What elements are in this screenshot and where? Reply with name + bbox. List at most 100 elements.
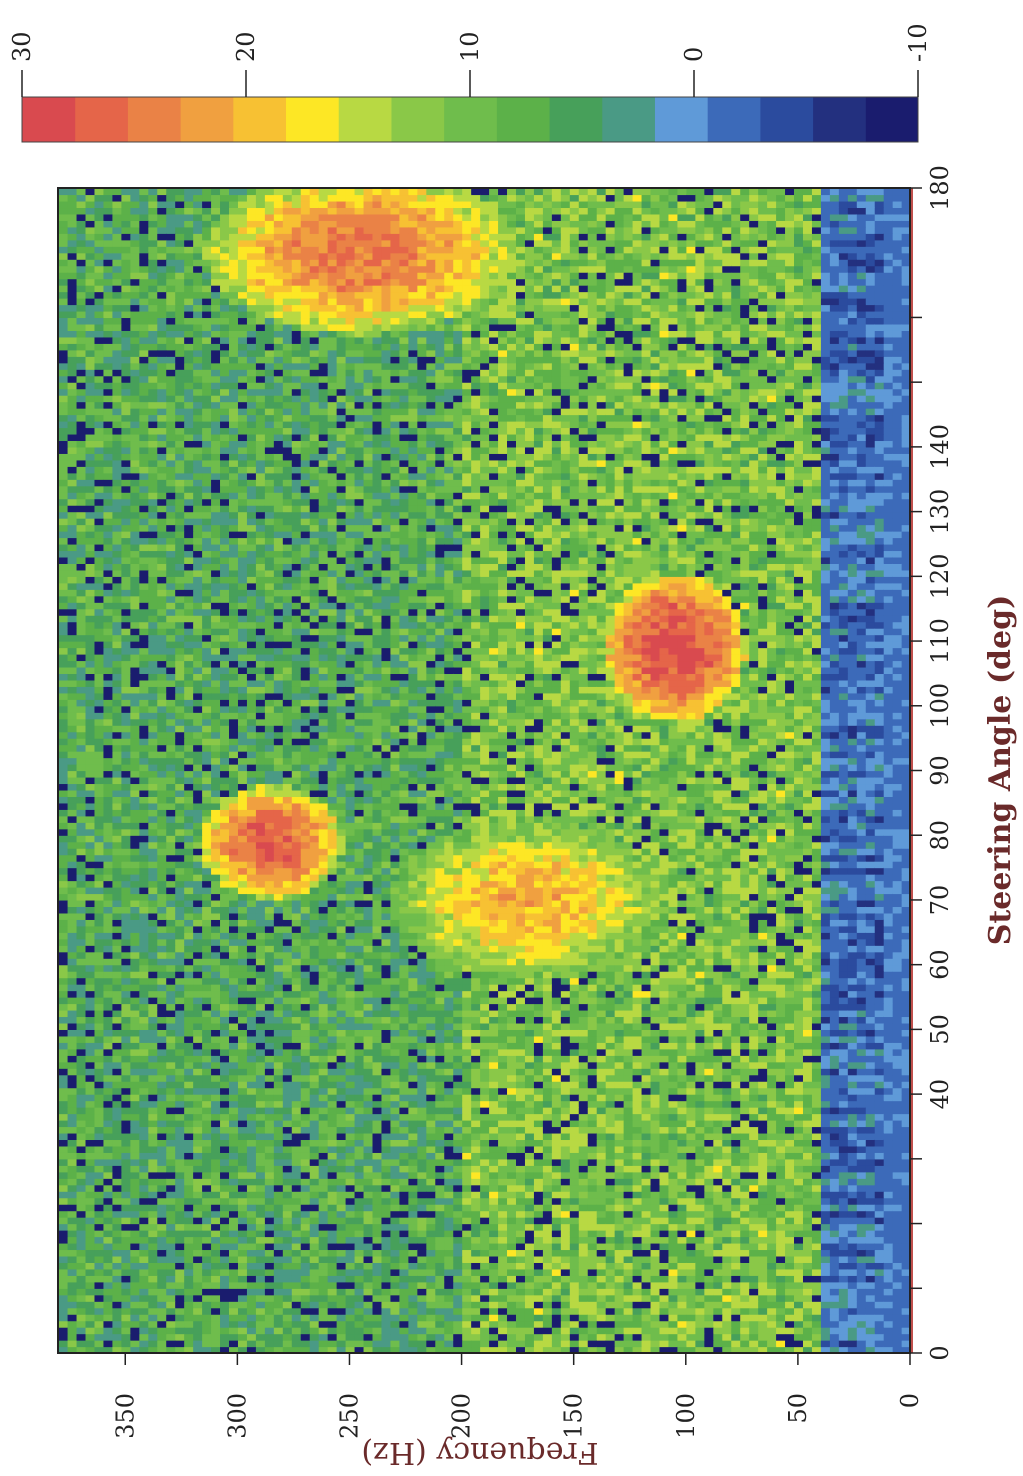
heatmap-cell [901,427,911,435]
heatmap-cell [784,705,795,713]
heatmap-cell [730,835,741,843]
heatmap-cell [802,414,812,422]
heatmap-cell [829,725,839,733]
heatmap-cell [811,951,821,959]
heatmap-cell [775,725,786,733]
heatmap-cell [703,563,714,571]
heatmap-cell [811,990,821,998]
heatmap-cell [766,226,777,234]
heatmap-cell [802,1171,812,1179]
heatmap-cell [676,1061,687,1069]
heatmap-cell [730,764,741,772]
heatmap-cell [820,1113,830,1121]
heatmap-cell [676,1055,687,1063]
heatmap-cell [748,1340,759,1348]
heatmap-cell [667,679,678,687]
heatmap-cell [820,770,830,778]
heatmap-cell [667,1100,678,1108]
heatmap-cell [784,1301,795,1309]
heatmap-cell [811,1061,821,1069]
heatmap-cell [829,1113,839,1121]
heatmap-cell [712,563,723,571]
heatmap-cell [901,550,911,558]
heatmap-cell [883,200,893,209]
heatmap-cell [676,1145,687,1153]
heatmap-cell [694,246,705,254]
heatmap-cell [748,776,759,785]
heatmap-cell [856,1236,866,1244]
heatmap-cell [793,912,803,920]
heatmap-cell [694,1262,705,1270]
heatmap-cell [865,867,875,875]
heatmap-cell [865,278,875,286]
heatmap-cell [865,654,875,662]
heatmap-cell [856,492,866,500]
heatmap-cell [892,1333,902,1341]
heatmap-cell [703,1204,714,1212]
heatmap-cell [847,1003,857,1011]
heatmap-cell [856,556,866,564]
heatmap-cell [730,1081,741,1089]
heatmap-cell [784,233,795,241]
heatmap-cell [667,466,678,474]
heatmap-cell [883,1327,893,1335]
heatmap-cell [847,485,857,493]
heatmap-cell [775,602,786,610]
heatmap-cell [865,524,875,532]
heatmap-cell [847,1139,857,1147]
heatmap-cell [730,395,741,403]
heatmap-cell [757,1016,768,1024]
heatmap-cell [739,492,750,500]
heatmap-cell [685,362,696,370]
heatmap-cell [829,505,839,513]
heatmap-cell [721,725,732,733]
heatmap-cell [883,433,893,442]
heatmap-cell [847,1126,857,1134]
heatmap-cell [892,1275,902,1283]
heatmap-cell [874,641,884,649]
heatmap-cell [712,505,723,513]
heatmap-cell [784,220,795,228]
heatmap-cell [847,1042,857,1050]
heatmap-cell [892,1255,902,1263]
heatmap-cell [793,1068,803,1076]
heatmap-cell [892,647,902,655]
heatmap-cell [784,1048,795,1056]
heatmap-cell [775,893,786,901]
heatmap-cell [766,336,777,344]
heatmap-cell [820,194,830,202]
heatmap-cell [721,874,732,882]
heatmap-cell [838,453,848,461]
heatmap-cell [838,272,848,280]
heatmap-cell [829,893,839,901]
heatmap-cell [856,1204,866,1212]
heatmap-cell [667,472,678,480]
heatmap-cell [874,479,884,487]
heatmap-cell [694,1068,705,1076]
heatmap-cell [901,278,911,286]
heatmap-cell [838,362,848,370]
heatmap-cell [829,679,839,687]
heatmap-cell [856,1210,866,1218]
heatmap-cell [712,673,723,681]
heatmap-cell [757,835,768,843]
heatmap-cell [793,543,803,552]
heatmap-cell [847,1242,857,1251]
heatmap-cell [847,427,857,435]
heatmap-cell [820,906,830,914]
heatmap-cell [784,764,795,772]
heatmap-cell [820,1074,830,1082]
heatmap-cell [775,1307,786,1315]
heatmap-cell [811,809,821,817]
heatmap-cell [811,822,821,830]
heatmap-cell [838,479,848,487]
heatmap-cell [784,265,795,273]
heatmap-cell [829,796,839,804]
heatmap-cell [829,906,839,914]
heatmap-cell [820,634,830,642]
heatmap-cell [748,1003,759,1011]
heatmap-cell [838,569,848,577]
heatmap-cell [757,718,768,726]
heatmap-cell [757,887,768,895]
heatmap-cell [658,789,669,797]
